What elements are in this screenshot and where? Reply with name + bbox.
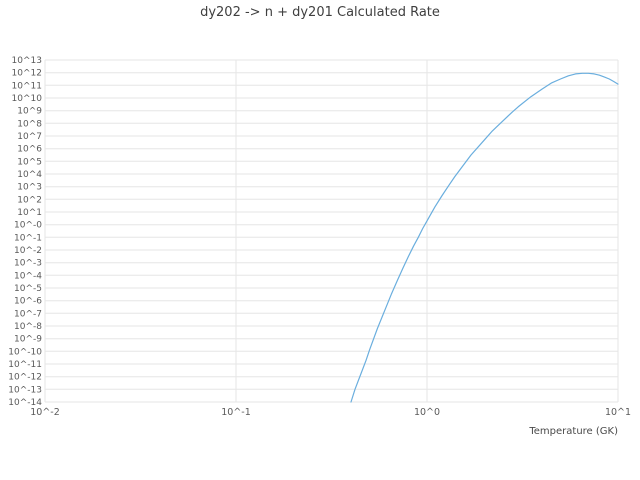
y-tick-label: 10^-7 [14,309,42,319]
y-tick-label: 10^12 [12,69,42,79]
rate-curve [350,72,619,403]
y-tick-label: 10^7 [17,132,42,142]
y-tick-label: 10^-9 [14,335,42,345]
y-tick-label: 10^1 [17,208,42,218]
y-tick-label: 10^4 [17,170,42,180]
chart-title: dy202 -> n + dy201 Calculated Rate [200,5,440,20]
y-tick-label: 10^8 [17,119,42,129]
y-tick-label: 10^2 [17,195,42,205]
x-axis-title: Temperature (GK) [528,426,618,437]
y-tick-label: 10^-8 [14,322,42,332]
y-tick-label: 10^-2 [14,246,42,256]
y-tick-label: 10^-3 [14,259,42,269]
y-tick-label: 10^-10 [8,347,42,357]
y-tick-label: 10^-4 [14,271,42,281]
y-tick-label: 10^-11 [8,360,42,370]
y-tick-label: 10^-6 [14,297,42,307]
x-tick-label: 10^-1 [221,407,251,418]
y-tick-label: 10^5 [17,157,42,167]
y-tick-label: 10^9 [17,107,42,117]
x-tick-label: 10^-2 [30,407,60,418]
y-tick-label: 10^-14 [8,398,42,408]
y-tick-label: 10^13 [12,56,42,66]
y-tick-label: 10^6 [17,145,42,155]
y-tick-label: 10^10 [12,94,43,104]
y-tick-label: 10^-5 [14,284,42,294]
y-tick-label: 10^11 [12,81,42,91]
y-tick-label: 10^-1 [14,233,42,243]
x-tick-label: 10^1 [605,407,631,418]
y-tick-label: 10^-12 [8,373,42,383]
x-tick-label: 10^0 [414,407,440,418]
y-tick-label: 10^-13 [8,385,42,395]
y-tick-label: 10^3 [17,183,42,193]
y-tick-label: 10^-0 [14,221,42,231]
